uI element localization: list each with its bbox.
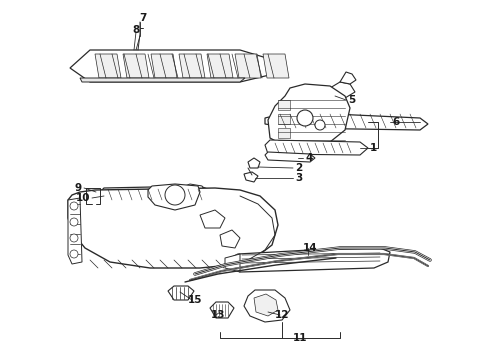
Text: 12: 12 (275, 310, 289, 320)
Polygon shape (68, 198, 82, 264)
Polygon shape (265, 112, 428, 130)
Circle shape (70, 202, 78, 210)
Polygon shape (330, 82, 355, 98)
Text: 15: 15 (188, 295, 202, 305)
Text: 9: 9 (75, 183, 82, 193)
Polygon shape (254, 294, 278, 316)
Polygon shape (268, 84, 350, 148)
Circle shape (297, 110, 313, 126)
Text: 5: 5 (348, 95, 355, 105)
Polygon shape (180, 184, 205, 198)
Polygon shape (168, 286, 194, 300)
Polygon shape (179, 54, 205, 78)
Text: 14: 14 (303, 243, 318, 253)
Polygon shape (263, 54, 289, 78)
Polygon shape (340, 72, 356, 84)
Polygon shape (200, 210, 225, 228)
Text: 7: 7 (139, 13, 147, 23)
Polygon shape (265, 140, 368, 155)
Polygon shape (68, 188, 278, 268)
Polygon shape (207, 54, 233, 78)
Circle shape (70, 218, 78, 226)
Text: 3: 3 (295, 173, 302, 183)
Text: 13: 13 (211, 310, 225, 320)
Polygon shape (220, 230, 240, 248)
Polygon shape (210, 302, 234, 318)
Polygon shape (278, 114, 290, 124)
Circle shape (70, 250, 78, 258)
Polygon shape (123, 54, 149, 78)
Circle shape (165, 185, 185, 205)
Polygon shape (248, 158, 260, 168)
Text: 4: 4 (305, 153, 313, 163)
Polygon shape (151, 54, 177, 78)
Polygon shape (100, 186, 210, 202)
Polygon shape (70, 50, 282, 82)
Text: 1: 1 (370, 143, 377, 153)
Polygon shape (225, 254, 240, 272)
Polygon shape (278, 100, 290, 110)
Polygon shape (235, 54, 261, 78)
Text: 6: 6 (392, 117, 399, 127)
Polygon shape (148, 184, 200, 210)
Text: 10: 10 (75, 193, 90, 203)
Polygon shape (80, 78, 245, 82)
Polygon shape (278, 128, 290, 138)
Polygon shape (244, 172, 258, 182)
Text: 11: 11 (293, 333, 307, 343)
Polygon shape (95, 54, 121, 78)
Polygon shape (265, 152, 315, 162)
Polygon shape (228, 248, 390, 272)
Text: 8: 8 (132, 25, 140, 35)
Polygon shape (244, 290, 290, 322)
Circle shape (315, 120, 325, 130)
Circle shape (70, 234, 78, 242)
Text: 2: 2 (295, 163, 302, 173)
